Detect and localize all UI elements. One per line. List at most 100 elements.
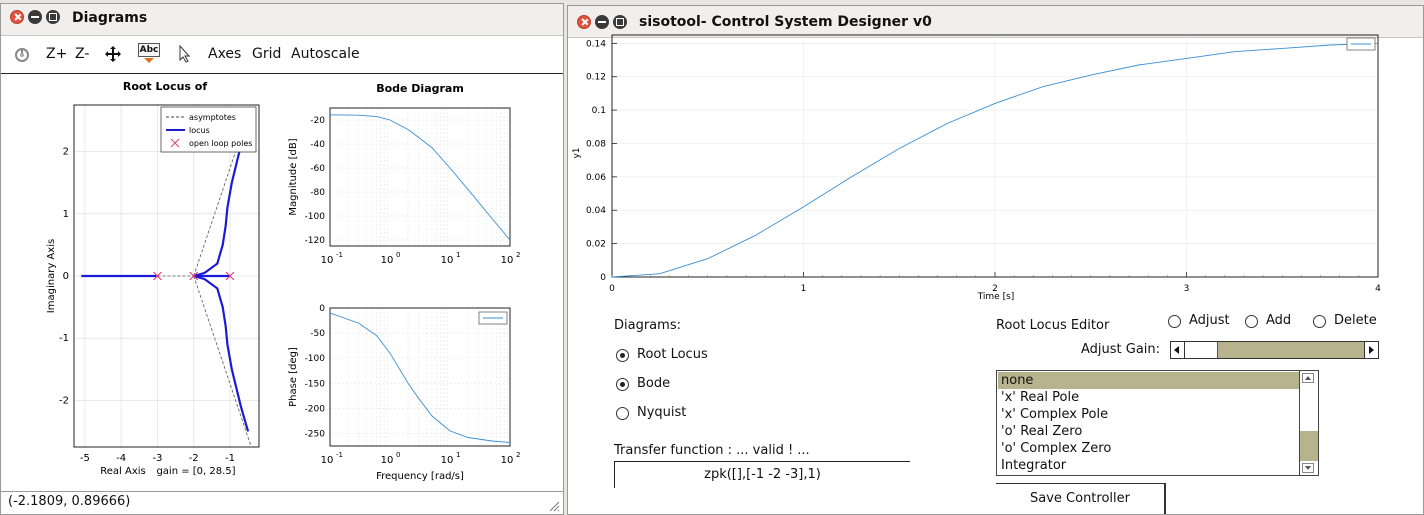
magnitude-grid xyxy=(330,108,510,246)
autoscale-button[interactable]: Autoscale xyxy=(291,46,360,62)
y-tick-label: 2 xyxy=(63,147,69,158)
close-icon[interactable] xyxy=(577,15,591,29)
list-item[interactable]: none xyxy=(998,372,1300,389)
x-tick-label: -2 xyxy=(189,453,199,464)
radio-delete-label[interactable]: Delete xyxy=(1334,313,1377,328)
slider-right-arrow-icon[interactable] xyxy=(1364,342,1378,358)
radio-root-locus-label[interactable]: Root Locus xyxy=(637,347,708,362)
radio-root-locus[interactable] xyxy=(616,349,629,362)
rotate-icon[interactable] xyxy=(13,45,31,63)
x-tick-label: 10 xyxy=(441,455,454,466)
step-grid xyxy=(611,35,1379,278)
zoom-out-button[interactable]: Z- xyxy=(75,46,90,62)
magnitude-curve xyxy=(329,114,511,241)
x-tick-label: 3 xyxy=(1184,284,1190,294)
list-item[interactable]: 'x' Complex Pole xyxy=(1001,407,1109,422)
legend-locus: locus xyxy=(189,126,210,135)
list-item[interactable]: 'o' Complex Zero xyxy=(1001,441,1112,456)
adjust-gain-label: Adjust Gain: xyxy=(1081,342,1161,357)
y-tick-label: 0.06 xyxy=(586,173,606,183)
text-tool-icon[interactable]: Abc xyxy=(138,43,160,65)
magnitude-xticks: 10 -1 10 0 10 1 10 2 xyxy=(321,251,521,266)
radio-delete[interactable] xyxy=(1313,315,1326,328)
transfer-function-input[interactable]: zpk([],[-1 -2 -3],1) xyxy=(614,461,910,488)
y-tick-label: 0.14 xyxy=(586,39,606,49)
step-ticks: 0.14 0.12 0.1 0.08 0.06 0.04 0.02 00 1 2 3 4 xyxy=(586,39,1381,294)
pole-marker xyxy=(225,271,235,281)
phase-axes-box xyxy=(329,307,511,447)
list-item[interactable]: 'x' Real Pole xyxy=(1001,390,1080,405)
radio-bode[interactable] xyxy=(616,378,629,391)
x-tick-label: 10 xyxy=(321,455,334,466)
maximize-icon[interactable] xyxy=(46,10,60,24)
phase-xticks: 10 -1 10 0 10 1 10 2 xyxy=(321,451,521,466)
status-bar: (-2.1809, 0.89666) xyxy=(1,491,563,514)
root-locus-gain-label: gain = [0, 28.5] xyxy=(156,466,235,477)
add-element-list[interactable]: none'x' Real Pole 'x' Complex Pole 'o' Rea… xyxy=(996,370,1319,476)
y-tick-label: 0.08 xyxy=(586,139,606,149)
radio-add-label[interactable]: Add xyxy=(1266,313,1292,328)
add-element-list-items: none'x' Real Pole 'x' Complex Pole 'o' Rea… xyxy=(998,372,1300,474)
x-tick-exponent: 2 xyxy=(516,451,520,459)
save-controller-button[interactable]: Save Controller xyxy=(996,483,1166,514)
maximize-icon[interactable] xyxy=(613,15,627,29)
grid-button[interactable]: Grid xyxy=(252,46,282,62)
y-tick-label: 0 xyxy=(319,304,325,314)
slider-thumb[interactable] xyxy=(1185,342,1218,358)
scroll-track[interactable] xyxy=(1300,431,1318,461)
root-locus-xlabel: Real Axis xyxy=(100,466,145,477)
scroll-up-arrow-icon[interactable] xyxy=(1302,373,1314,383)
list-item[interactable]: Integrator xyxy=(1001,458,1067,473)
list-item[interactable]: 'o' Real Zero xyxy=(1001,424,1083,439)
radio-add[interactable] xyxy=(1245,315,1258,328)
y-tick-label: -1 xyxy=(59,333,69,344)
diagrams-window: Diagrams Z+ Z- Abc Axes Grid Autoscale R… xyxy=(0,3,564,515)
pan-icon[interactable] xyxy=(104,45,122,63)
step-response-curve xyxy=(611,42,1379,278)
minimize-icon[interactable] xyxy=(595,15,609,29)
root-locus-plot[interactable]: Root Locus of -5 -4 -3 -2 -1 2 1 0 -1 -2 Real Axi… xyxy=(1,74,291,494)
root-locus-legend: asymptotes locus open loop poles xyxy=(160,106,257,153)
radio-adjust-label[interactable]: Adjust xyxy=(1189,313,1230,328)
y-tick-label: -100 xyxy=(305,354,326,364)
resize-grip-icon[interactable] xyxy=(548,500,560,512)
magnitude-ticks: -20 -40 -60 -80 -100 -120 xyxy=(305,116,326,246)
gain-slider[interactable] xyxy=(1170,341,1379,359)
step-response-plot[interactable]: 0.14 0.12 0.1 0.08 0.06 0.04 0.02 00 1 2 3 4 y1 Tim… xyxy=(568,33,1424,313)
cursor-coordinates: (-2.1809, 0.89666) xyxy=(8,494,131,509)
x-tick-label: -1 xyxy=(225,453,235,464)
y-tick-label: -150 xyxy=(305,379,326,389)
scroll-down-arrow-icon[interactable] xyxy=(1302,463,1314,473)
radio-adjust[interactable] xyxy=(1168,315,1181,328)
root-locus-ylabel: Imaginary Axis xyxy=(46,239,57,313)
pointer-icon[interactable] xyxy=(178,45,192,63)
slider-left-arrow-icon[interactable] xyxy=(1171,342,1185,358)
bode-xlabel: Frequency [rad/s] xyxy=(376,471,464,482)
x-tick-label: 0 xyxy=(609,284,615,294)
x-tick-exponent: 2 xyxy=(516,251,520,259)
x-tick-exponent: 0 xyxy=(396,451,400,459)
radio-nyquist[interactable] xyxy=(616,407,629,420)
legend-asymptotes: asymptotes xyxy=(189,113,236,122)
radio-nyquist-label[interactable]: Nyquist xyxy=(637,405,687,420)
root-locus-title: Root Locus of xyxy=(123,80,208,93)
locus-branch xyxy=(193,274,250,432)
y-tick-label: 0 xyxy=(600,273,606,283)
x-tick-exponent: 0 xyxy=(396,251,400,259)
radio-bode-label[interactable]: Bode xyxy=(637,376,671,391)
text-tool-label: Abc xyxy=(138,43,160,57)
legend-open-loop-poles: open loop poles xyxy=(189,139,252,148)
close-icon[interactable] xyxy=(10,10,24,24)
x-tick-label: 10 xyxy=(441,255,454,266)
x-tick-label: 1 xyxy=(801,284,807,294)
y-tick-label: -100 xyxy=(305,212,326,222)
list-scrollbar[interactable] xyxy=(1299,371,1318,475)
zoom-in-button[interactable]: Z+ xyxy=(46,46,68,62)
x-tick-exponent: 1 xyxy=(456,451,460,459)
y-tick-label: 0 xyxy=(63,271,69,282)
bode-plot[interactable]: Bode Diagram -20-40-60-80-100-120 Magnit… xyxy=(281,74,561,494)
axes-button[interactable]: Axes xyxy=(208,46,242,62)
pole-marker xyxy=(153,271,162,281)
minimize-icon[interactable] xyxy=(28,10,42,24)
root-locus-grid xyxy=(74,105,259,447)
